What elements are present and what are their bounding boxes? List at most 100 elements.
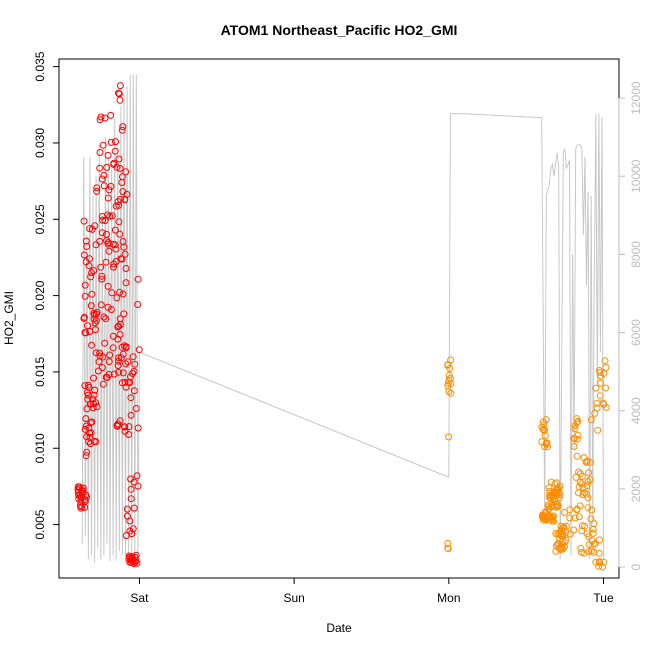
series-1-point [130, 504, 138, 512]
series-1-point [115, 322, 123, 330]
series-2-point [562, 522, 570, 530]
series-2-point [570, 434, 578, 442]
y2-tick-label: 8000 [629, 241, 643, 268]
series-1-point [106, 212, 114, 220]
series-2-point [593, 399, 601, 407]
series-1-point [122, 265, 130, 272]
series-1-point [97, 301, 105, 309]
series-2-point [549, 515, 557, 523]
series-2-point [601, 357, 609, 365]
series-1-point [103, 163, 111, 171]
series-2-point [445, 433, 452, 441]
series-1-point [119, 369, 127, 377]
series-2-point [447, 380, 455, 388]
series-1-point [122, 532, 130, 539]
series-1-point [110, 263, 117, 271]
series-2-point [444, 539, 452, 547]
series-1-point [120, 342, 128, 350]
series-1-point [105, 186, 113, 194]
series-2-point [561, 508, 568, 516]
series-1-point [94, 367, 102, 375]
series-2-point [444, 545, 452, 553]
series-2-point [602, 364, 610, 371]
series-1-point [81, 425, 89, 433]
series-1-point [79, 484, 87, 492]
series-1-point [109, 344, 117, 352]
series-1-point [127, 394, 135, 402]
series-1-point [134, 482, 142, 490]
series-1-point [82, 329, 90, 337]
series-1-point [91, 222, 99, 230]
series-2-point [581, 522, 589, 530]
series-1-point [119, 350, 127, 358]
series-1-point [86, 433, 94, 441]
series-2-point [557, 526, 565, 533]
series-2-point [593, 404, 601, 412]
series-1-point [135, 346, 143, 354]
series-1-point [91, 319, 99, 327]
y-axis-label: HO2_GMI [2, 291, 16, 345]
x-tick-label: Sun [283, 591, 304, 605]
y-tick-label: 0.035 [33, 51, 47, 81]
y-tick-label: 0.020 [33, 280, 47, 310]
series-1-point [92, 399, 100, 407]
series-1-point [110, 159, 118, 167]
series-1-point [93, 184, 101, 192]
series-2-point [570, 443, 578, 450]
series-1-point [82, 452, 90, 460]
series-1-point [134, 275, 142, 283]
series-2-point [589, 525, 597, 533]
series-2-point [566, 530, 574, 538]
series-1-point [110, 260, 118, 268]
series-1-point [130, 387, 138, 395]
series-1-point [115, 354, 123, 362]
x-tick-label: Sat [130, 591, 149, 605]
series-1-point [126, 527, 134, 535]
chart-title: ATOM1 Northeast_Pacific HO2_GMI [221, 22, 458, 38]
series-2-point [595, 562, 603, 570]
series-2-point [573, 418, 581, 426]
series-1-point [78, 489, 86, 497]
series-1-point [98, 364, 106, 372]
series-1-point [90, 267, 98, 275]
series-2-point [444, 361, 452, 369]
series-1-point [109, 240, 117, 248]
series-2-point [542, 440, 550, 448]
series-1-point [108, 212, 116, 220]
series-1-point [114, 198, 122, 206]
series-1-point [120, 310, 128, 318]
series-1-point [78, 503, 86, 511]
series-1-point [74, 488, 82, 496]
series-1-point [98, 175, 106, 183]
series-1-point [116, 315, 124, 323]
y-tick-label: 0.010 [33, 433, 47, 463]
series-2-point [576, 502, 584, 510]
axes-layer: Sat Sun Mon Tue 0.005 0.010 0.015 0.020 0.025 0.0… [33, 51, 643, 605]
series-1-point [122, 344, 130, 352]
series-2-point [554, 539, 562, 547]
series-1-point [121, 378, 129, 386]
series-1-point [125, 423, 133, 431]
series-1-point [93, 187, 101, 195]
series-1-point [100, 313, 108, 321]
series-1-point [82, 491, 90, 499]
series-2-point [550, 512, 557, 520]
series-1-point [87, 273, 95, 281]
series-1-point [83, 243, 91, 250]
series-2-point [587, 416, 595, 424]
series-2-point [588, 547, 595, 555]
series-2-point [557, 530, 565, 538]
x-tick-label: Tue [593, 591, 614, 605]
series-1-point [88, 269, 96, 277]
series-2-point [445, 371, 453, 379]
series-1-point [96, 149, 104, 156]
series-1-point [103, 237, 111, 245]
series-1-point [108, 289, 116, 297]
series-1-point [110, 370, 118, 378]
series-1-point [115, 89, 122, 97]
series-1-point [104, 151, 112, 159]
series-1-point [125, 431, 133, 438]
series-1-point [111, 147, 119, 155]
y2-tick-label: 6000 [629, 319, 643, 346]
series-1-point [116, 288, 124, 296]
